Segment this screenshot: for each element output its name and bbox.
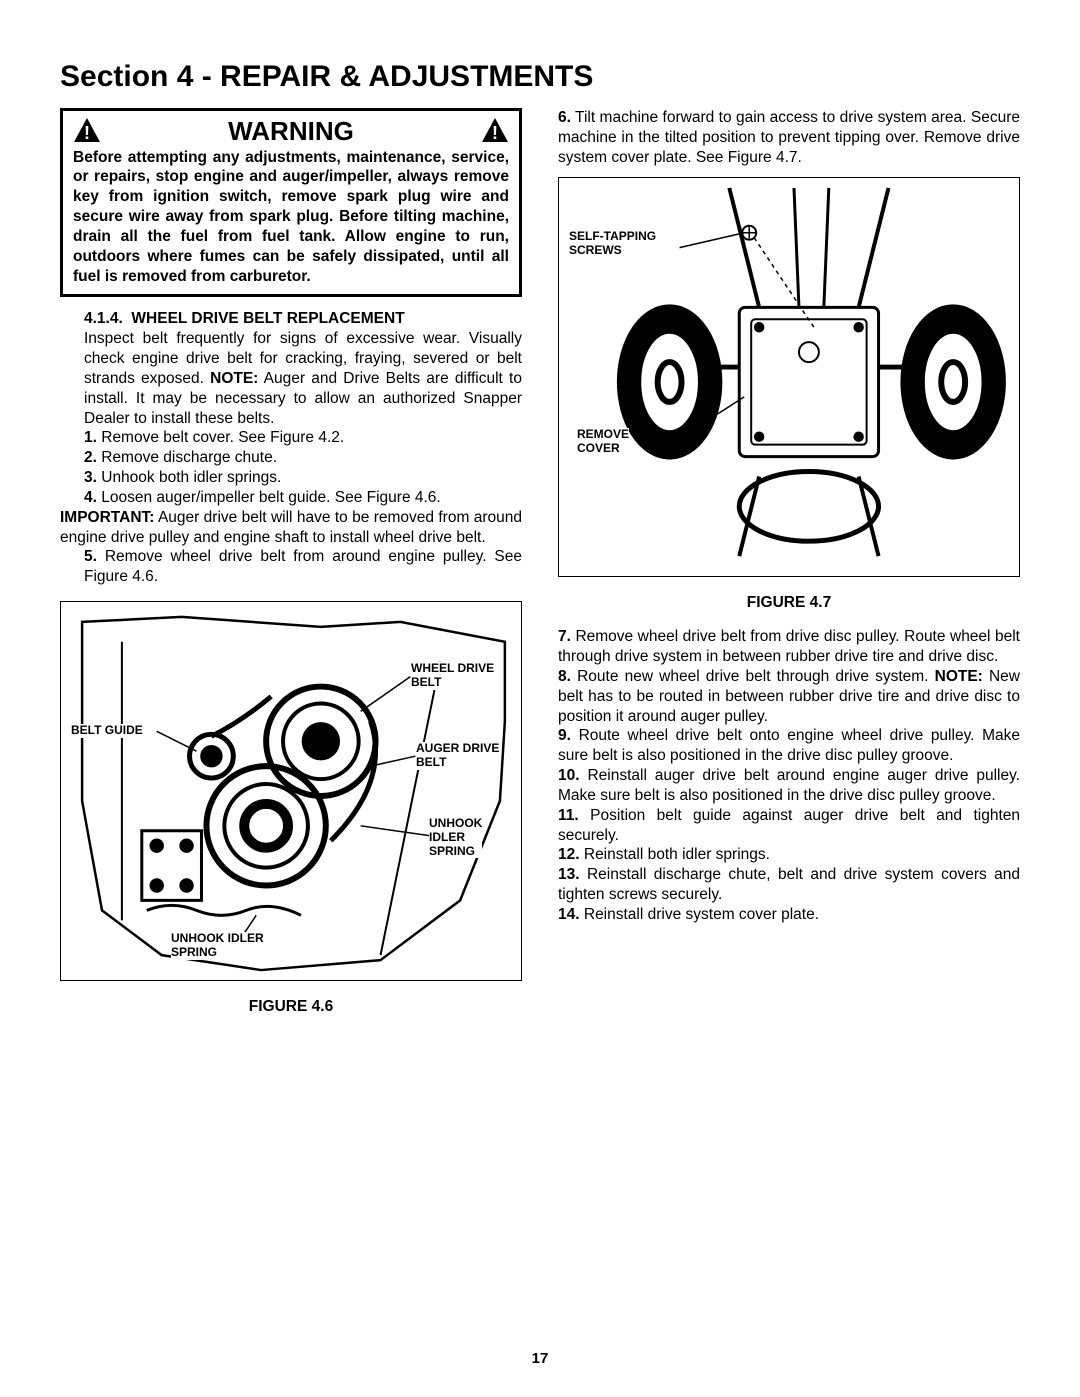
label-unhook-idler-spring-right: UNHOOK IDLER SPRING [429,817,482,858]
page-number: 17 [0,1350,1080,1367]
label-belt-guide: BELT GUIDE [71,724,143,738]
step-12: 12. Reinstall both idler springs. [558,845,1020,865]
figure-4-6-drawing [61,602,521,980]
step-1: 1. Remove belt cover. See Figure 4.2. [84,428,522,448]
figure-4-6: WHEEL DRIVE BELT BELT GUIDE AUGER DRIVE … [60,601,522,981]
warning-triangle-icon: ! [481,117,509,143]
label-self-tapping-screws: SELF-TAPPING SCREWS [569,230,656,258]
step-2: 2. Remove discharge chute. [84,448,522,468]
important-note: IMPORTANT: Auger drive belt will have to… [60,508,522,548]
svg-text:!: ! [84,123,90,143]
svg-text:!: ! [492,123,498,143]
step-9: 9. Route wheel drive belt onto engine wh… [558,726,1020,766]
step-5: 5. Remove wheel drive belt from around e… [84,547,522,587]
warning-triangle-icon: ! [73,117,101,143]
label-unhook-idler-spring-bottom: UNHOOK IDLER SPRING [171,932,264,960]
section-title: Section 4 - REPAIR & ADJUSTMENTS [60,60,1020,94]
step-3: 3. Unhook both idler springs. [84,468,522,488]
step-10: 10. Reinstall auger drive belt around en… [558,766,1020,806]
label-remove-cover: REMOVE COVER [577,428,629,456]
step-13: 13. Reinstall discharge chute, belt and … [558,865,1020,905]
warning-title: WARNING [228,116,354,146]
step-7: 7. Remove wheel drive belt from drive di… [558,627,1020,667]
label-auger-drive-belt: AUGER DRIVE BELT [416,742,499,770]
label-wheel-drive-belt: WHEEL DRIVE BELT [411,662,494,690]
right-column: 6. Tilt machine forward to gain access t… [558,108,1020,1017]
subsection-intro: Inspect belt frequently for signs of exc… [84,329,522,428]
warning-body: Before attempting any adjustments, maint… [73,148,509,287]
step-4: 4. Loosen auger/impeller belt guide. See… [84,488,522,508]
figure-4-7-caption: FIGURE 4.7 [558,593,1020,613]
warning-box: ! WARNING ! Before attempting any adjust… [60,108,522,297]
subsection-heading: 4.1.4. WHEEL DRIVE BELT REPLACEMENT [84,309,522,329]
figure-4-6-caption: FIGURE 4.6 [60,997,522,1017]
warning-header: ! WARNING ! [73,117,509,146]
step-11: 11. Position belt guide against auger dr… [558,806,1020,846]
two-column-layout: ! WARNING ! Before attempting any adjust… [60,108,1020,1017]
step-6: 6. Tilt machine forward to gain access t… [558,108,1020,167]
left-column: ! WARNING ! Before attempting any adjust… [60,108,522,1017]
figure-4-7: SELF-TAPPING SCREWS REMOVE COVER [558,177,1020,577]
step-8: 8. Route new wheel drive belt through dr… [558,667,1020,726]
step-14: 14. Reinstall drive system cover plate. [558,905,1020,925]
